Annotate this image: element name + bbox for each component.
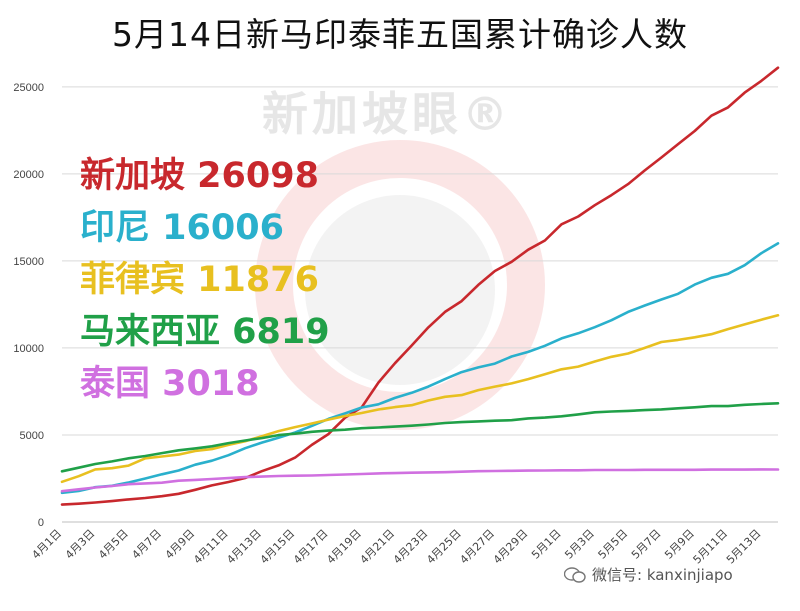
y-tick-label: 20000 (13, 169, 44, 181)
x-tick-label: 4月23日 (391, 527, 431, 567)
wechat-icon (564, 566, 586, 583)
y-tick-label: 10000 (13, 343, 44, 355)
x-tick-label: 4月15日 (258, 527, 298, 567)
series-line-4 (60, 468, 780, 493)
y-tick-label: 0 (38, 517, 44, 529)
x-tick-label: 5月7日 (629, 527, 664, 562)
legend-malaysia: 马来西亚 6819 (80, 312, 330, 352)
series-line-0 (60, 66, 780, 506)
legend-thailand: 泰国 3018 (80, 364, 260, 404)
x-tick-label: 5月1日 (529, 527, 564, 562)
x-tick-label: 4月29日 (491, 527, 531, 567)
series-line-1 (60, 242, 780, 495)
x-tick-label: 5月5日 (596, 527, 631, 562)
x-tick-label: 4月19日 (324, 527, 364, 567)
y-tick-label: 15000 (13, 256, 44, 268)
legend-indonesia: 印尼 16006 (80, 208, 284, 248)
y-tick-label: 5000 (20, 430, 44, 442)
x-tick-label: 4月21日 (358, 527, 398, 567)
x-tick-label: 4月1日 (29, 527, 64, 562)
x-tick-label: 4月25日 (424, 527, 464, 567)
legend-philippines: 菲律宾 11876 (80, 260, 319, 300)
x-tick-label: 4月27日 (457, 527, 497, 567)
watermark-text: 新加坡眼® (262, 87, 512, 141)
legend-singapore: 新加坡 26098 (80, 156, 319, 196)
series-line-2 (60, 313, 780, 484)
y-tick-label: 25000 (13, 82, 44, 94)
watermark-disc-icon (305, 195, 495, 385)
x-tick-label: 4月3日 (63, 527, 98, 562)
legend: 新加坡 26098 印尼 16006 菲律宾 11876 马来西亚 6819 泰… (80, 150, 330, 410)
x-tick-label: 4月11日 (191, 527, 231, 567)
wechat-id: 微信号: kanxinjiapo (592, 566, 733, 584)
x-tick-label: 5月13日 (724, 527, 764, 567)
x-tick-label: 4月5日 (96, 527, 131, 562)
x-tick-label: 5月11日 (691, 527, 731, 567)
x-tick-label: 4月17日 (291, 527, 331, 567)
series-line-3 (60, 401, 780, 473)
wechat-credit: 微信号: kanxinjiapo (564, 564, 733, 585)
chart-title: 5月14日新马印泰菲五国累计确诊人数 (112, 15, 688, 54)
x-tick-label: 5月3日 (562, 527, 597, 562)
x-tick-label: 4月7日 (129, 527, 164, 562)
x-tick-label: 4月13日 (224, 527, 264, 567)
